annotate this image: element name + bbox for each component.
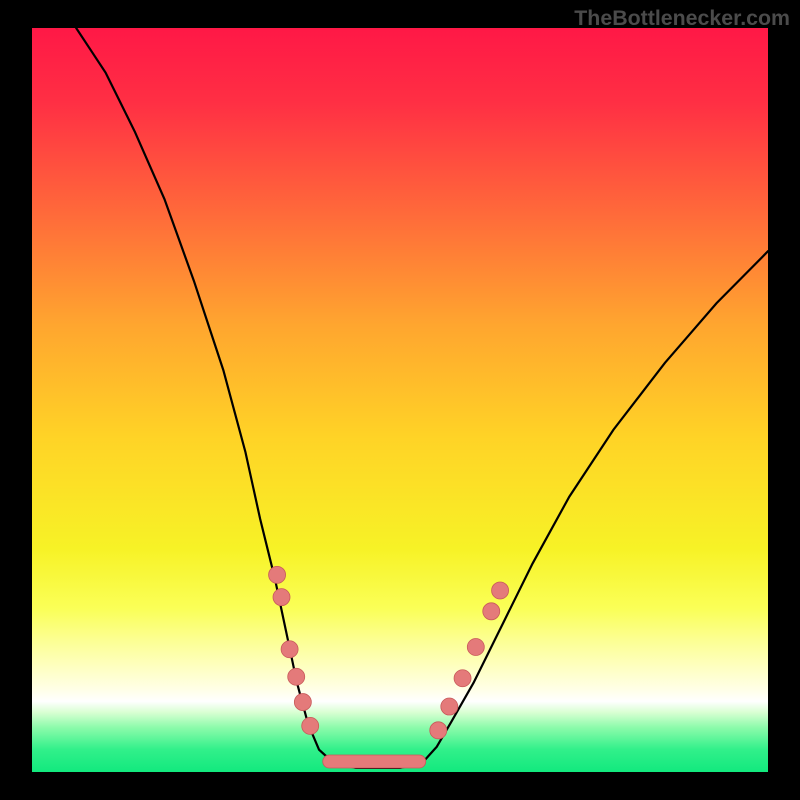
plot-area [32,28,768,772]
watermark-text: TheBottlenecker.com [574,6,790,31]
plot-svg [32,28,768,772]
chart-stage: TheBottlenecker.com [0,0,800,800]
